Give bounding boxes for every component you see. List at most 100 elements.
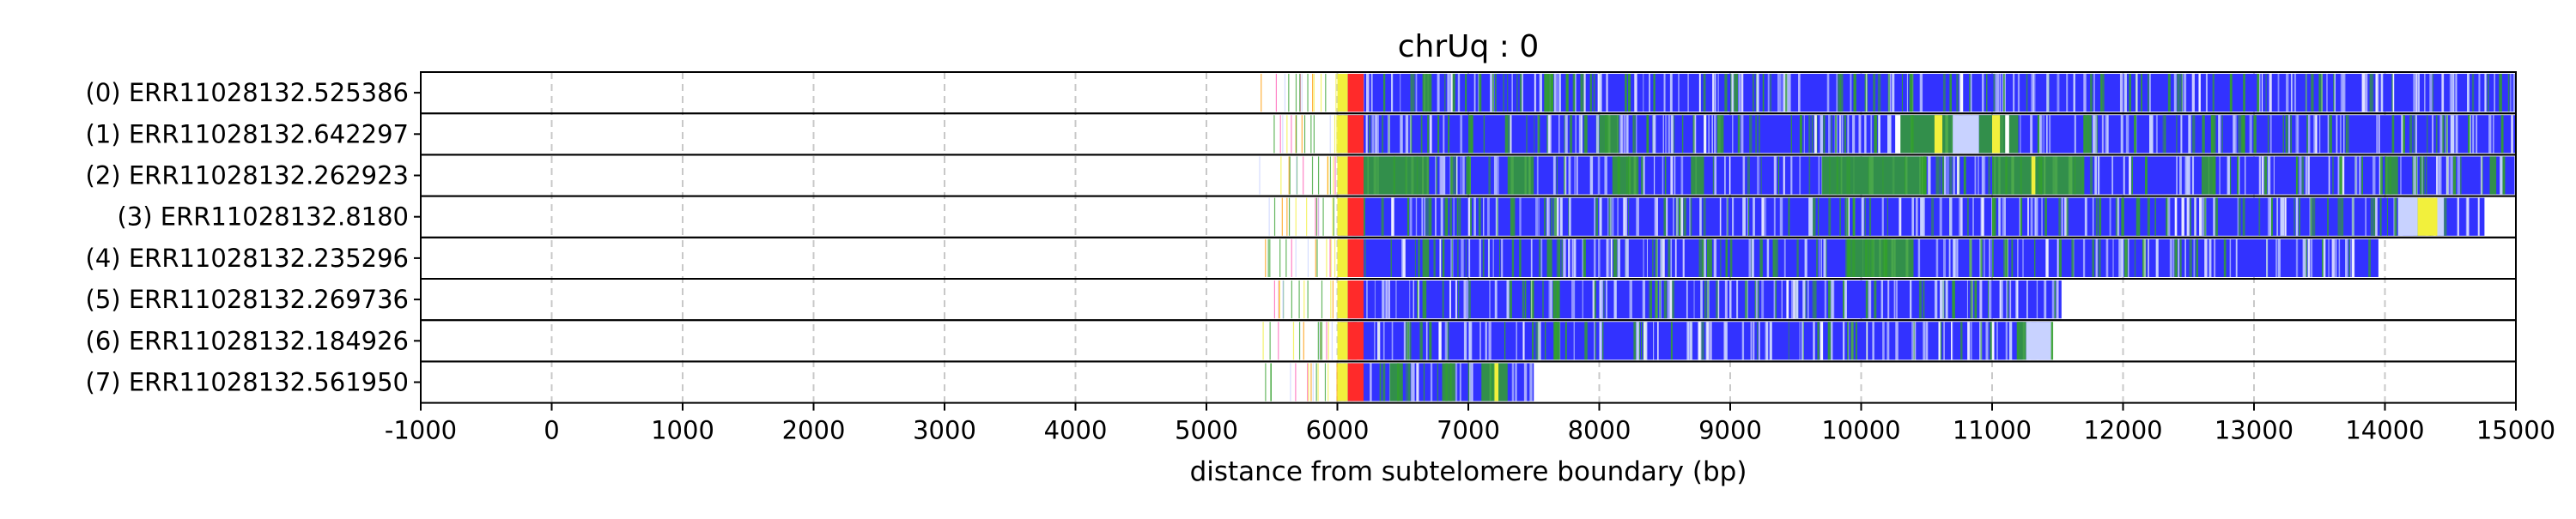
texture-stripe — [1435, 197, 1437, 236]
texture-stripe — [1712, 74, 1715, 112]
texture-stripe — [2348, 238, 2350, 277]
texture-stripe — [1938, 322, 1940, 360]
texture-stripe — [1865, 281, 1868, 319]
texture-stripe — [2094, 115, 2098, 154]
texture-stripe — [1659, 281, 1661, 319]
texture-stripe — [1754, 281, 1757, 319]
texture-stripe — [1747, 197, 1748, 236]
texture-stripe — [2310, 238, 2313, 277]
texture-stripe — [1473, 197, 1476, 236]
texture-stripe — [1451, 156, 1455, 195]
row-label-0: (0) ERR11028132.525386 — [86, 78, 409, 107]
texture-stripe — [1546, 197, 1548, 236]
texture-stripe — [1640, 156, 1643, 195]
texture-stripe — [1981, 197, 1984, 236]
texture-stripe — [1820, 115, 1823, 154]
texture-stripe — [1625, 115, 1629, 154]
texture-stripe — [1365, 115, 1368, 154]
texture-stripe — [1649, 281, 1652, 319]
texture-stripe — [1680, 156, 1684, 195]
texture-stripe — [2026, 281, 2028, 319]
texture-stripe — [1799, 156, 1801, 195]
read-segment-2-5 — [1691, 156, 1704, 195]
texture-stripe — [1790, 115, 1792, 154]
texture-stripe — [1530, 238, 1533, 277]
texture-stripe — [2213, 197, 2216, 236]
texture-stripe — [2441, 115, 2445, 154]
texture-stripe — [1923, 281, 1925, 319]
texture-stripe — [1853, 115, 1856, 154]
texture-stripe — [1450, 74, 1453, 112]
read-segment-2-8 — [2031, 156, 2036, 195]
texture-stripe — [2005, 322, 2008, 360]
texture-stripe — [1839, 197, 1841, 236]
texture-stripe — [1918, 281, 1921, 319]
read-row-4 — [1265, 238, 2379, 277]
texture-stripe — [2413, 115, 2415, 154]
texture-stripe — [1425, 197, 1427, 236]
read-segment-5-2 — [1422, 281, 1427, 319]
texture-stripe — [1404, 238, 1406, 277]
texture-stripe — [2098, 238, 2101, 277]
texture-stripe — [1999, 281, 2002, 319]
x-tick-label-4: 3000 — [913, 416, 976, 445]
texture-stripe — [1991, 322, 1995, 360]
texture-stripe — [1957, 238, 1959, 277]
texture-stripe — [1704, 115, 1706, 154]
texture-stripe — [1625, 197, 1627, 236]
texture-stripe — [1382, 281, 1385, 319]
texture-stripe — [1382, 322, 1385, 360]
texture-stripe — [1943, 322, 1945, 360]
read-segment-3-1 — [1347, 197, 1364, 236]
read-segment-1-8 — [1934, 115, 1943, 154]
texture-stripe — [1807, 281, 1809, 319]
texture-stripe — [2092, 238, 2095, 277]
read-segment-1-0 — [1337, 115, 1348, 154]
texture-stripe — [1597, 74, 1600, 112]
texture-stripe — [1784, 74, 1788, 112]
x-tick-label-5: 4000 — [1044, 416, 1108, 445]
texture-stripe — [2208, 238, 2212, 277]
texture-stripe — [1444, 74, 1446, 112]
texture-stripe — [1542, 281, 1544, 319]
texture-stripe — [2101, 115, 2104, 154]
texture-stripe — [2460, 156, 2462, 195]
texture-stripe — [1564, 322, 1567, 360]
texture-stripe — [1775, 281, 1777, 319]
read-segment-3-2 — [1429, 197, 1432, 236]
texture-stripe — [1564, 156, 1565, 195]
texture-stripe — [1391, 197, 1394, 236]
texture-stripe — [1436, 156, 1437, 195]
texture-stripe — [1403, 322, 1406, 360]
texture-stripe — [1959, 74, 1961, 112]
texture-stripe — [1969, 74, 1971, 112]
read-segment-1-9 — [1953, 115, 1979, 154]
texture-stripe — [2089, 74, 2093, 112]
texture-stripe — [1371, 115, 1375, 154]
read-segment-0-4 — [1479, 74, 1482, 112]
texture-stripe — [1627, 197, 1630, 236]
texture-stripe — [1720, 238, 1722, 277]
texture-stripe — [2119, 74, 2123, 112]
texture-stripe — [1826, 74, 1830, 112]
texture-stripe — [2184, 74, 2187, 112]
texture-stripe — [1985, 322, 1989, 360]
texture-stripe — [1760, 238, 1764, 277]
texture-stripe — [1708, 115, 1710, 154]
texture-stripe — [1423, 363, 1425, 401]
texture-stripe — [1842, 322, 1845, 360]
texture-stripe — [2045, 238, 2049, 277]
texture-stripe — [2375, 74, 2379, 112]
read-segment-3-6 — [1920, 197, 1924, 236]
texture-stripe — [1748, 238, 1752, 277]
texture-stripe — [2034, 197, 2037, 236]
texture-stripe — [2237, 197, 2239, 236]
texture-stripe — [2189, 238, 2192, 277]
texture-stripe — [1409, 322, 1412, 360]
x-tick-label-13: 12000 — [2083, 416, 2162, 445]
texture-stripe — [2099, 197, 2102, 236]
texture-stripe — [1482, 238, 1485, 277]
texture-stripe — [2277, 74, 2280, 112]
texture-stripe — [1405, 115, 1407, 154]
texture-stripe — [1782, 74, 1785, 112]
